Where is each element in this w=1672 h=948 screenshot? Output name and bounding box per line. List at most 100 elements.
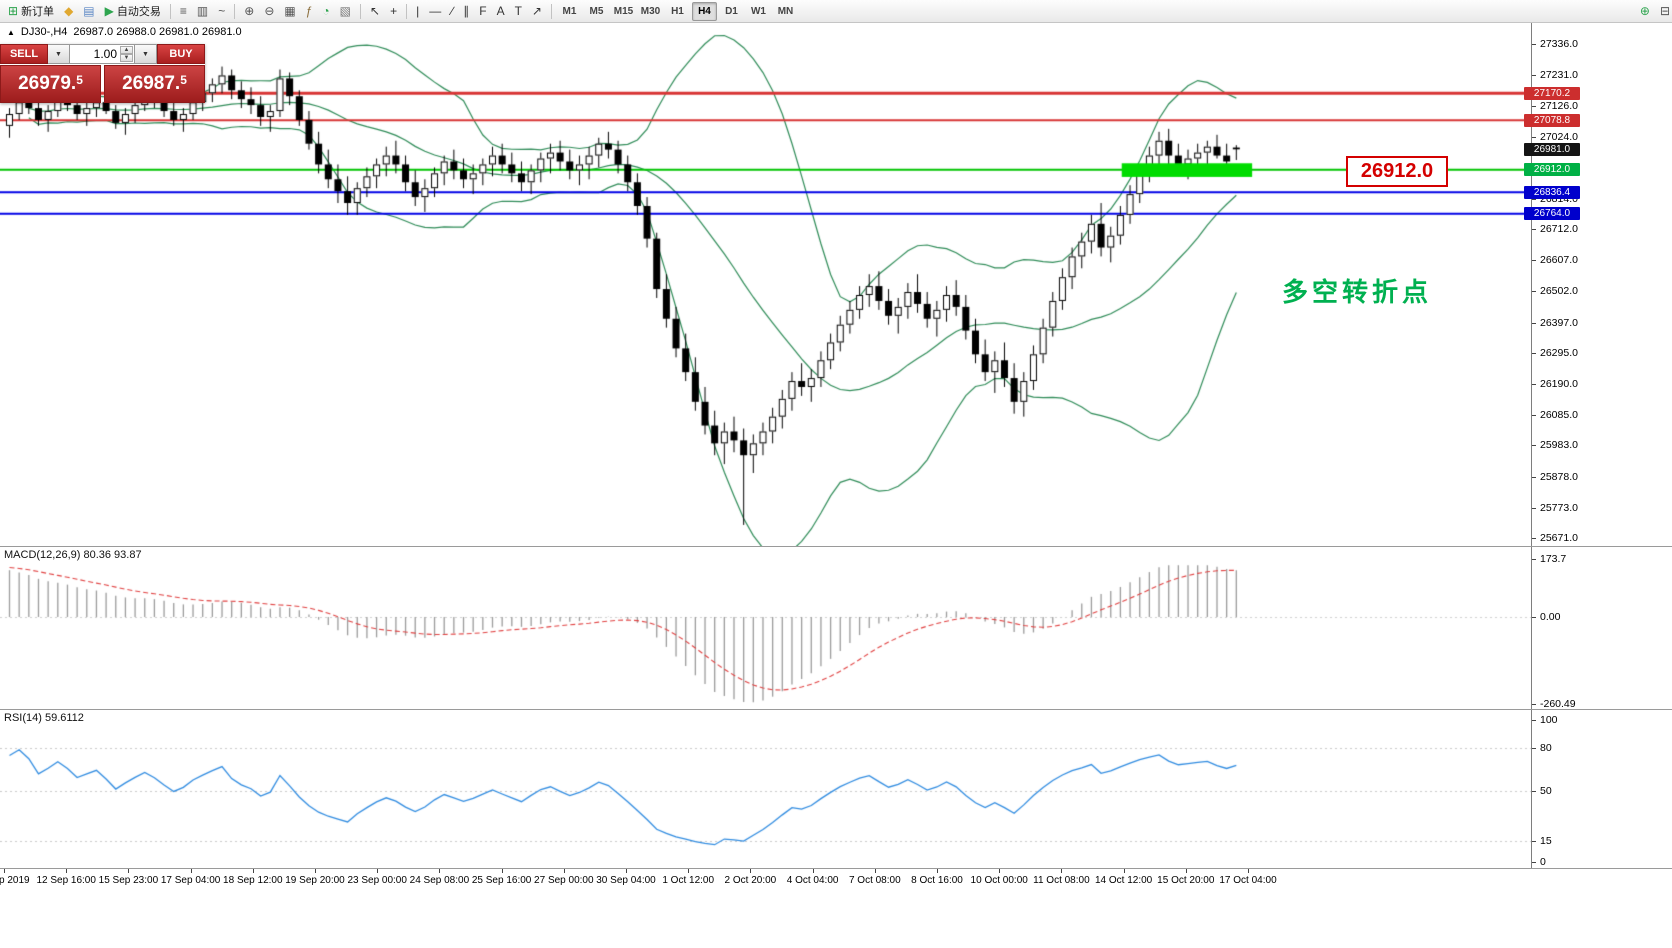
text-label-icon: T [514, 4, 522, 18]
timeframe-h1-button[interactable]: H1 [671, 5, 684, 17]
time-axis-tick [315, 869, 316, 873]
main-chart-panel[interactable]: ▲ DJ30-,H4 26987.0 26988.0 26981.0 26981… [0, 22, 1531, 546]
profiles-button[interactable]: ▤ [79, 1, 98, 21]
horizontal-line-button[interactable]: — [425, 1, 445, 21]
candlestick-chart-canvas[interactable] [0, 22, 1531, 546]
time-axis-label: 12 Sep 16:00 [36, 875, 96, 886]
new-order-button[interactable]: ⊞ 新订单 [4, 1, 58, 21]
sell-button[interactable]: SELL [0, 44, 48, 64]
buy-price-button[interactable]: 26987. 5 [104, 65, 205, 103]
tile-windows-button[interactable]: ▦ [280, 1, 299, 21]
panel-separator[interactable] [0, 546, 1672, 547]
macd-axis-label: -260.49 [1540, 698, 1576, 711]
macd-canvas[interactable] [0, 547, 1531, 709]
timeframe-d1-button[interactable]: D1 [725, 5, 738, 17]
zoom-in-button[interactable]: ⊕ [240, 1, 258, 21]
zoom-out-button[interactable]: ⊖ [260, 1, 278, 21]
vertical-line-button[interactable]: | [412, 1, 423, 21]
buy-options-dropdown[interactable]: ▼ [135, 44, 157, 64]
timeframe-m15-button[interactable]: M15 [613, 5, 634, 17]
candlestick-mode-button[interactable]: ▥ [193, 1, 212, 21]
time-axis-label: 30 Sep 04:00 [596, 875, 656, 886]
macd-axis-tick [1532, 704, 1536, 705]
rsi-axis-tick [1532, 862, 1536, 863]
channel-button[interactable]: ∥ [459, 1, 473, 21]
timeframe-m30-button[interactable]: M30 [640, 5, 661, 17]
timeframe-m1-button[interactable]: M1 [562, 5, 577, 17]
price-axis-label: 26085.0 [1540, 409, 1578, 422]
volume-up-icon[interactable]: ▲ [120, 46, 133, 54]
fibonacci-icon: F [479, 4, 487, 18]
bar-chart-mode-icon: ≡ [179, 4, 187, 18]
price-axis-tick [1532, 538, 1536, 539]
price-axis-tick [1532, 508, 1536, 509]
fibonacci-button[interactable]: F [475, 1, 490, 21]
bar-chart-mode-button[interactable]: ≡ [176, 1, 191, 21]
time-axis-label: 17 Oct 04:00 [1219, 875, 1277, 886]
price-axis-label: 27336.0 [1540, 38, 1578, 50]
sell-options-dropdown[interactable]: ▼ [48, 44, 70, 64]
rsi-canvas[interactable] [0, 710, 1531, 868]
periods-button[interactable]: ◔ [318, 1, 333, 21]
sell-price-button[interactable]: 26979. 5 [0, 65, 101, 103]
zoom-in-icon: ⊕ [244, 4, 255, 18]
templates-icon: ▧ [339, 4, 351, 18]
arrows-button[interactable]: ↗ [528, 1, 546, 21]
time-axis-label: 19 Sep 20:00 [285, 875, 345, 886]
time-axis-label: 14 Oct 12:00 [1094, 875, 1153, 886]
time-axis-tick [875, 869, 876, 873]
window-restore-button[interactable]: ⊟ [1656, 1, 1672, 21]
price-axis-label: 25773.0 [1540, 501, 1578, 514]
timeframe-m5-button[interactable]: M5 [589, 5, 604, 17]
price-axis-label: 26295.0 [1540, 346, 1578, 359]
rsi-axis-tick [1532, 748, 1536, 749]
channel-icon: ∥ [463, 4, 470, 18]
price-axis-tick [1532, 384, 1536, 385]
time-axis-tick [253, 869, 254, 873]
line-chart-mode-button[interactable]: ~ [214, 1, 229, 21]
text-label-button[interactable]: T [511, 1, 526, 21]
time-axis-label: 25 Sep 16:00 [471, 875, 532, 886]
macd-axis-tick [1532, 559, 1536, 560]
indicators-button[interactable]: ƒ [302, 1, 317, 21]
rsi-indicator-panel[interactable]: RSI(14) 59.6112 [0, 710, 1531, 868]
toolbar-separator [360, 3, 361, 19]
trendline-button[interactable]: ∕ [447, 1, 457, 21]
rsi-axis-tick [1532, 841, 1536, 842]
charts-folder-button[interactable]: ◆ [60, 1, 77, 21]
time-axis-label: 10 Oct 00:00 [970, 875, 1028, 886]
cursor-button[interactable]: ↖ [366, 1, 384, 21]
price-text-annotation[interactable]: 26912.0 [1346, 156, 1448, 187]
turning-point-annotation[interactable]: 多空转折点 [1282, 277, 1433, 307]
trade-panel-price-row: 26979. 5 26987. 5 [0, 65, 205, 103]
timeframe-w1-button[interactable]: W1 [750, 5, 766, 17]
macd-indicator-panel[interactable]: MACD(12,26,9) 80.36 93.87 [0, 547, 1531, 709]
crosshair-button[interactable]: + [386, 1, 401, 21]
price-axis-label: 27024.0 [1540, 130, 1578, 143]
templates-button[interactable]: ▧ [336, 1, 355, 21]
volume-down-icon[interactable]: ▼ [120, 54, 133, 62]
volume-stepper[interactable]: ▲ ▼ [120, 46, 133, 62]
time-axis-label: 4 Oct 04:00 [786, 875, 839, 886]
price-axis[interactable]: 27336.027231.027126.027024.026919.026814… [1524, 22, 1672, 868]
time-axis-tick [439, 869, 440, 873]
volume-input[interactable]: 1.00 ▲ ▼ [70, 44, 135, 64]
text-button[interactable]: A [493, 1, 509, 21]
cursor-icon: ↖ [370, 4, 381, 18]
time-axis-tick [1124, 869, 1125, 873]
window-zoom-icon: ⊕ [1639, 4, 1650, 18]
price-axis-tick [1532, 477, 1536, 478]
volume-value: 1.00 [93, 47, 117, 61]
panel-separator[interactable] [0, 709, 1672, 710]
trendline-icon: ∕ [451, 4, 454, 18]
timeframe-h4-button[interactable]: H4 [691, 1, 717, 21]
window-zoom-button[interactable]: ⊕ [1636, 1, 1654, 21]
time-axis-tick [128, 869, 129, 873]
time-axis-tick [66, 869, 67, 873]
autotrading-button[interactable]: ▶ 自动交易 [101, 1, 165, 21]
buy-button[interactable]: BUY [157, 44, 205, 64]
buy-price-main: 26987. [122, 73, 181, 94]
time-axis-tick [191, 869, 192, 873]
timeframe-mn-button[interactable]: MN [777, 5, 794, 17]
